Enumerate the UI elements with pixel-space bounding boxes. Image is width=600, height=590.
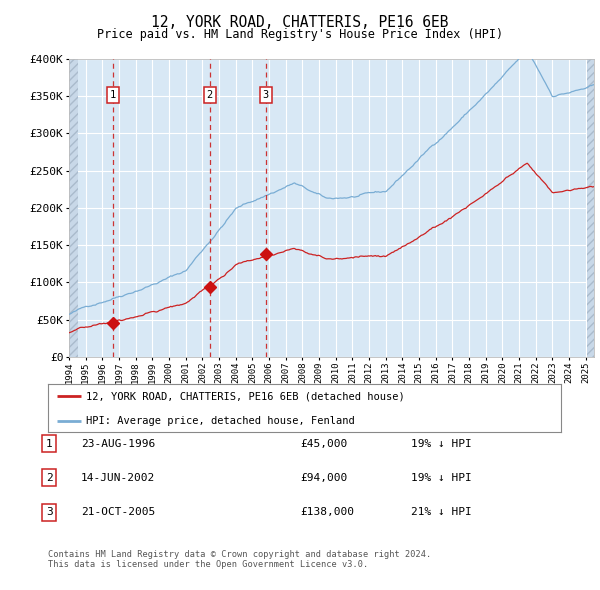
Text: 1: 1	[46, 439, 53, 448]
Text: Price paid vs. HM Land Registry's House Price Index (HPI): Price paid vs. HM Land Registry's House …	[97, 28, 503, 41]
Text: 21-OCT-2005: 21-OCT-2005	[81, 507, 155, 517]
Text: 3: 3	[46, 507, 53, 517]
Text: 23-AUG-1996: 23-AUG-1996	[81, 439, 155, 448]
Text: £138,000: £138,000	[300, 507, 354, 517]
Text: 19% ↓ HPI: 19% ↓ HPI	[411, 473, 472, 483]
Text: 2: 2	[46, 473, 53, 483]
Text: 12, YORK ROAD, CHATTERIS, PE16 6EB: 12, YORK ROAD, CHATTERIS, PE16 6EB	[151, 15, 449, 30]
Text: 14-JUN-2002: 14-JUN-2002	[81, 473, 155, 483]
Text: £45,000: £45,000	[300, 439, 347, 448]
Text: £94,000: £94,000	[300, 473, 347, 483]
Text: 21% ↓ HPI: 21% ↓ HPI	[411, 507, 472, 517]
Text: 1: 1	[110, 90, 116, 100]
Text: 2: 2	[207, 90, 213, 100]
Text: This data is licensed under the Open Government Licence v3.0.: This data is licensed under the Open Gov…	[48, 560, 368, 569]
Bar	[587, 59, 595, 357]
Text: Contains HM Land Registry data © Crown copyright and database right 2024.: Contains HM Land Registry data © Crown c…	[48, 550, 431, 559]
Text: 3: 3	[263, 90, 269, 100]
Text: 12, YORK ROAD, CHATTERIS, PE16 6EB (detached house): 12, YORK ROAD, CHATTERIS, PE16 6EB (deta…	[86, 391, 405, 401]
Text: HPI: Average price, detached house, Fenland: HPI: Average price, detached house, Fenl…	[86, 416, 355, 426]
Bar	[69, 59, 78, 357]
Text: 19% ↓ HPI: 19% ↓ HPI	[411, 439, 472, 448]
